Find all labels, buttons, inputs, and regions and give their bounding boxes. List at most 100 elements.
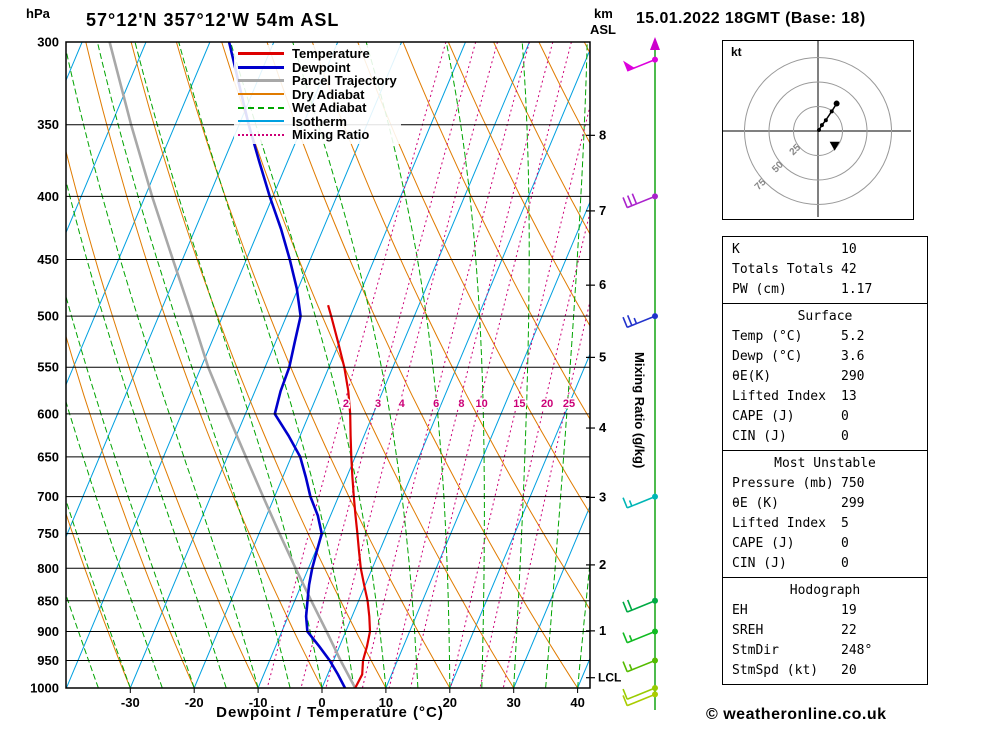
parcel-line-swatch — [238, 79, 284, 83]
stat-row: CAPE (J) 0 — [723, 534, 927, 554]
stat-label: CAPE (J) — [732, 409, 795, 424]
stat-value: 13 — [841, 389, 857, 404]
svg-text:650: 650 — [37, 449, 59, 464]
dry-adiabat-line-swatch — [238, 93, 284, 96]
stat-value: 248° — [841, 643, 873, 658]
stat-row: Totals Totals 42 — [723, 260, 927, 280]
stat-label: StmSpd (kt) — [732, 663, 819, 678]
svg-text:25: 25 — [563, 398, 575, 410]
stat-row: Lifted Index 5 — [723, 514, 927, 534]
stat-row: PW (cm) 1.17 — [723, 280, 927, 300]
temperature-axis-label: Dewpoint / Temperature (°C) — [216, 704, 444, 721]
svg-text:850: 850 — [37, 593, 59, 608]
panel-title: Surface — [797, 309, 853, 324]
svg-text:950: 950 — [37, 653, 59, 668]
isotherm-line-swatch — [238, 120, 284, 123]
pressure-axis-unit: hPa — [26, 6, 50, 21]
svg-text:450: 450 — [37, 252, 59, 267]
svg-text:1000: 1000 — [30, 681, 59, 696]
surface-panel: Surface Temp (°C) 5.2 Dewp (°C) 3.6 θE(K) 2… — [722, 303, 928, 451]
legend-item: Isotherm — [238, 115, 397, 129]
svg-text:800: 800 — [37, 561, 59, 576]
svg-text:3: 3 — [375, 398, 381, 410]
stat-value: 1.17 — [841, 282, 873, 297]
legend-label: Wet Adiabat — [292, 100, 367, 116]
dewpoint-line-swatch — [238, 65, 284, 69]
stat-label: Lifted Index — [732, 516, 826, 531]
stat-row: CIN (J) 0 — [723, 554, 927, 574]
most-unstable-panel: Most Unstable Pressure (mb) 750 θE (K) 299… — [722, 450, 928, 578]
stat-value: 5.2 — [841, 329, 865, 344]
svg-text:-20: -20 — [185, 695, 204, 710]
svg-text:550: 550 — [37, 360, 59, 375]
svg-text:25: 25 — [788, 142, 804, 158]
altitude-axis-unit-km: km — [594, 6, 613, 21]
stat-value: 0 — [841, 429, 849, 444]
mixing-ratio-line-swatch — [238, 133, 284, 136]
svg-text:2: 2 — [343, 398, 349, 410]
legend-item: Parcel Trajectory — [238, 74, 397, 88]
svg-text:8: 8 — [458, 398, 464, 410]
svg-text:5: 5 — [599, 349, 606, 364]
svg-text:0: 0 — [318, 695, 325, 710]
stat-row: Lifted Index 13 — [723, 387, 927, 407]
stat-label: EH — [732, 603, 748, 618]
mixing-ratio-axis-label: Mixing Ratio (g/kg) — [632, 352, 647, 469]
stat-label: θE (K) — [732, 496, 779, 511]
svg-text:15: 15 — [513, 398, 525, 410]
stat-row: CIN (J) 0 — [723, 427, 927, 447]
stat-value: 0 — [841, 409, 849, 424]
svg-text:20: 20 — [541, 398, 553, 410]
stat-row: K 10 — [723, 240, 927, 260]
svg-text:6: 6 — [433, 398, 439, 410]
stat-row: θE(K) 290 — [723, 367, 927, 387]
svg-text:-30: -30 — [121, 695, 140, 710]
stat-value: 19 — [841, 603, 857, 618]
legend-label: Mixing Ratio — [292, 127, 370, 143]
svg-text:400: 400 — [37, 189, 59, 204]
stat-row: SREH 22 — [723, 621, 927, 641]
stat-row: Pressure (mb) 750 — [723, 474, 927, 494]
stat-label: Temp (°C) — [732, 329, 803, 344]
panel-title: Most Unstable — [774, 456, 876, 471]
stat-value: 3.6 — [841, 349, 865, 364]
svg-text:900: 900 — [37, 624, 59, 639]
legend-label: Parcel Trajectory — [292, 73, 397, 89]
stat-label: CIN (J) — [732, 429, 787, 444]
stat-row: CAPE (J) 0 — [723, 407, 927, 427]
stat-label: Pressure (mb) — [732, 476, 834, 491]
svg-text:10: 10 — [475, 398, 487, 410]
stat-row: θE (K) 299 — [723, 494, 927, 514]
svg-text:700: 700 — [37, 489, 59, 504]
svg-text:7: 7 — [599, 203, 606, 218]
legend-item: Mixing Ratio — [238, 128, 397, 142]
stat-value: 10 — [841, 242, 857, 257]
chart-legend: Temperature Dewpoint Parcel Trajectory D… — [234, 45, 401, 144]
legend-item: Dewpoint — [238, 61, 397, 75]
temperature-line-swatch — [238, 52, 284, 56]
hodograph-unit-label: kt — [731, 45, 742, 59]
svg-text:10: 10 — [379, 695, 393, 710]
legend-label: Dewpoint — [292, 59, 351, 75]
stat-label: Dewp (°C) — [732, 349, 803, 364]
stat-value: 20 — [841, 663, 857, 678]
legend-label: Isotherm — [292, 113, 347, 129]
hodograph-stats-panel: Hodograph EH 19 SREH 22 StmDir 248° StmSpd … — [722, 577, 928, 685]
stat-label: SREH — [732, 623, 764, 638]
stat-label: K — [732, 242, 740, 257]
stat-label: Lifted Index — [732, 389, 826, 404]
legend-item: Dry Adiabat — [238, 88, 397, 102]
wet-adiabat-line-swatch — [238, 106, 284, 109]
stat-label: Totals Totals — [732, 262, 834, 277]
svg-text:4: 4 — [399, 398, 406, 410]
svg-text:750: 750 — [37, 526, 59, 541]
stat-row: StmSpd (kt) 20 — [723, 661, 927, 681]
stat-value: 0 — [841, 536, 849, 551]
svg-text:-10: -10 — [249, 695, 268, 710]
stat-row: Dewp (°C) 3.6 — [723, 347, 927, 367]
svg-text:LCL: LCL — [598, 671, 621, 685]
legend-item: Wet Adiabat — [238, 101, 397, 115]
